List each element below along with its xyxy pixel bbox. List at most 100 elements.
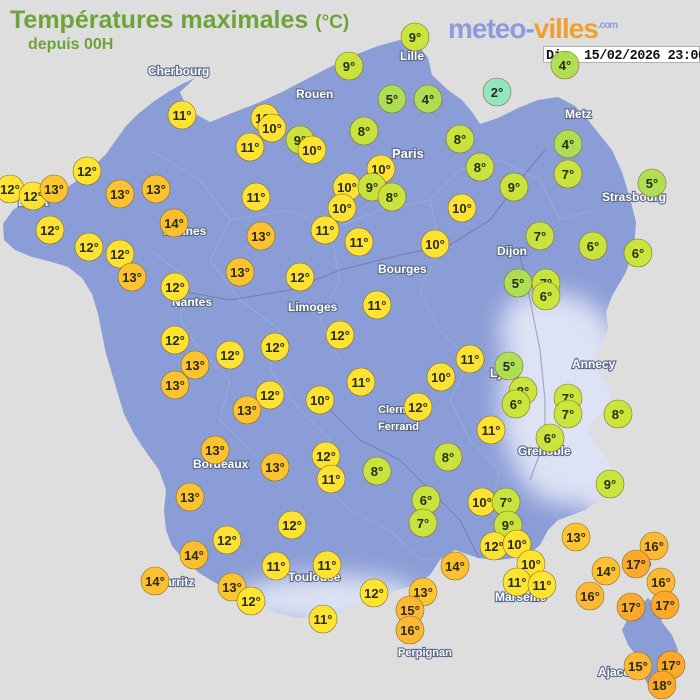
svg-text:11°: 11° — [322, 472, 341, 487]
svg-text:11°: 11° — [368, 298, 387, 313]
svg-text:13°: 13° — [237, 403, 257, 418]
svg-text:12°: 12° — [110, 247, 130, 262]
svg-text:11°: 11° — [350, 235, 369, 250]
svg-text:11°: 11° — [482, 423, 501, 438]
svg-text:4°: 4° — [422, 92, 434, 107]
svg-text:5°: 5° — [512, 276, 524, 291]
svg-text:12°: 12° — [77, 164, 97, 179]
svg-text:12°: 12° — [217, 533, 237, 548]
svg-text:13°: 13° — [251, 229, 271, 244]
svg-text:12°: 12° — [484, 539, 504, 554]
svg-text:12°: 12° — [241, 594, 261, 609]
svg-text:10°: 10° — [425, 237, 445, 252]
svg-text:10°: 10° — [452, 201, 472, 216]
svg-text:14°: 14° — [164, 216, 184, 231]
svg-text:6°: 6° — [587, 239, 599, 254]
svg-text:11°: 11° — [267, 559, 286, 574]
svg-text:10°: 10° — [302, 143, 322, 158]
svg-text:12°: 12° — [330, 328, 350, 343]
svg-text:13°: 13° — [165, 378, 185, 393]
svg-text:8°: 8° — [474, 160, 486, 175]
svg-text:14°: 14° — [145, 574, 165, 589]
svg-text:11°: 11° — [533, 578, 552, 593]
svg-text:11°: 11° — [352, 375, 371, 390]
svg-text:Limoges: Limoges — [288, 300, 338, 314]
svg-text:12°: 12° — [282, 518, 302, 533]
svg-text:12°: 12° — [165, 333, 185, 348]
svg-text:12°: 12° — [260, 388, 280, 403]
svg-text:13°: 13° — [122, 270, 142, 285]
svg-text:11°: 11° — [461, 352, 480, 367]
svg-text:11°: 11° — [316, 223, 335, 238]
svg-text:Bourges: Bourges — [378, 262, 427, 276]
svg-text:7°: 7° — [562, 407, 574, 422]
svg-text:14°: 14° — [596, 564, 616, 579]
svg-text:4°: 4° — [559, 58, 571, 73]
svg-text:Rouen: Rouen — [296, 87, 333, 101]
svg-text:12°: 12° — [220, 348, 240, 363]
svg-text:6°: 6° — [510, 397, 522, 412]
svg-text:6°: 6° — [540, 289, 552, 304]
svg-text:9°: 9° — [409, 30, 421, 45]
svg-text:5°: 5° — [646, 176, 658, 191]
svg-text:14°: 14° — [445, 559, 465, 574]
svg-text:13°: 13° — [566, 530, 586, 545]
svg-text:5°: 5° — [386, 92, 398, 107]
svg-text:16°: 16° — [644, 539, 664, 554]
svg-text:13°: 13° — [222, 580, 242, 595]
svg-text:6°: 6° — [420, 493, 432, 508]
svg-text:10°: 10° — [262, 121, 282, 136]
svg-text:11°: 11° — [508, 575, 527, 590]
svg-text:16°: 16° — [580, 589, 600, 604]
svg-text:10°: 10° — [337, 180, 357, 195]
svg-text:16°: 16° — [400, 623, 420, 638]
svg-text:12°: 12° — [290, 270, 310, 285]
svg-text:Perpignan: Perpignan — [398, 647, 452, 659]
svg-text:10°: 10° — [431, 370, 451, 385]
svg-text:18°: 18° — [652, 678, 672, 693]
svg-text:11°: 11° — [318, 558, 337, 573]
svg-text:13°: 13° — [265, 460, 285, 475]
svg-text:16°: 16° — [651, 575, 671, 590]
svg-text:14°: 14° — [184, 548, 204, 563]
svg-text:8°: 8° — [386, 190, 398, 205]
svg-text:13°: 13° — [44, 182, 64, 197]
svg-text:Annecy: Annecy — [572, 357, 616, 371]
svg-text:6°: 6° — [632, 246, 644, 261]
svg-text:8°: 8° — [358, 124, 370, 139]
svg-text:9°: 9° — [508, 180, 520, 195]
svg-text:9°: 9° — [366, 180, 378, 195]
svg-text:13°: 13° — [180, 490, 200, 505]
svg-text:12°: 12° — [364, 586, 384, 601]
svg-text:4°: 4° — [562, 137, 574, 152]
svg-text:7°: 7° — [500, 495, 512, 510]
svg-text:17°: 17° — [661, 658, 681, 673]
svg-text:17°: 17° — [626, 557, 646, 572]
svg-text:Lille: Lille — [400, 49, 424, 63]
svg-text:7°: 7° — [417, 516, 429, 531]
svg-text:5°: 5° — [503, 359, 515, 374]
svg-text:12°: 12° — [316, 449, 336, 464]
svg-text:13°: 13° — [205, 443, 225, 458]
svg-text:12°: 12° — [79, 240, 99, 255]
svg-text:8°: 8° — [442, 450, 454, 465]
svg-text:11°: 11° — [173, 108, 192, 123]
svg-text:7°: 7° — [562, 167, 574, 182]
svg-text:12°: 12° — [165, 280, 185, 295]
svg-text:15°: 15° — [628, 659, 648, 674]
svg-text:8°: 8° — [612, 407, 624, 422]
svg-text:13°: 13° — [146, 182, 166, 197]
svg-text:12°: 12° — [265, 340, 285, 355]
svg-text:11°: 11° — [241, 140, 260, 155]
svg-text:12°: 12° — [0, 182, 20, 197]
svg-text:Paris: Paris — [392, 146, 424, 161]
svg-text:12°: 12° — [40, 223, 60, 238]
svg-text:Cherbourg: Cherbourg — [148, 64, 209, 78]
svg-text:8°: 8° — [371, 464, 383, 479]
svg-text:Ferrand: Ferrand — [378, 421, 419, 433]
svg-text:Metz: Metz — [565, 107, 592, 121]
svg-text:13°: 13° — [185, 358, 205, 373]
svg-text:17°: 17° — [655, 598, 675, 613]
svg-text:10°: 10° — [507, 537, 527, 552]
svg-text:11°: 11° — [314, 612, 333, 627]
